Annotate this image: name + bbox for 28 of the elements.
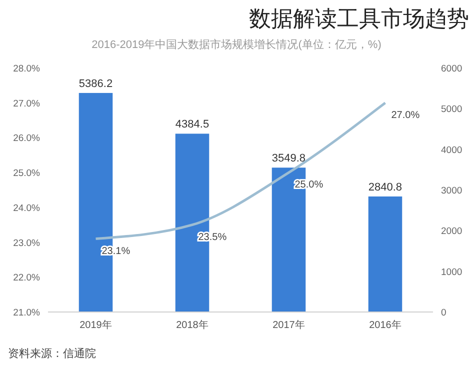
chart-title: 数据解读工具市场趋势 [249, 6, 469, 31]
y-tick-label: 28.0% [13, 64, 41, 74]
bar [368, 196, 402, 312]
x-tick-label: 2016年 [369, 319, 402, 331]
y2-tick-label: 3000 [441, 186, 462, 196]
y-tick-label: 25.0% [13, 168, 41, 180]
text: 资料来源：信通院 [8, 347, 96, 360]
y2-tick-label: 5000 [441, 104, 462, 116]
y-tick-label: 21.0% [13, 308, 41, 318]
y2-tick-label: 6000 [441, 64, 462, 74]
data-label: 4384.5 [175, 118, 210, 131]
data-label: 27.0% [391, 110, 420, 121]
y-tick-label: 23.0% [13, 238, 41, 249]
x-tick-label: 2017年 [272, 319, 305, 331]
y2-tick-label: 2000 [441, 226, 462, 238]
chart-subtitle: 2016-2019年中国大数据市场规模增长情况(单位：亿元，%) [92, 38, 382, 51]
x-tick-label: 2019年 [80, 319, 112, 331]
data-label: 3549.8 [272, 152, 306, 165]
y-tick-label: 22.0% [13, 272, 41, 284]
y2-tick-label: 1000 [441, 266, 462, 278]
data-label: 5386.2 [78, 78, 113, 90]
x-tick-label: 2018年 [176, 319, 208, 331]
y-tick-label: 26.0% [13, 133, 41, 144]
y2-tick-label: 0 [441, 308, 446, 318]
y-tick-label: 24.0% [13, 202, 41, 214]
data-label: 2840.8 [368, 181, 402, 194]
y2-tick-label: 4000 [441, 144, 462, 156]
y-tick-label: 27.0% [13, 98, 41, 110]
